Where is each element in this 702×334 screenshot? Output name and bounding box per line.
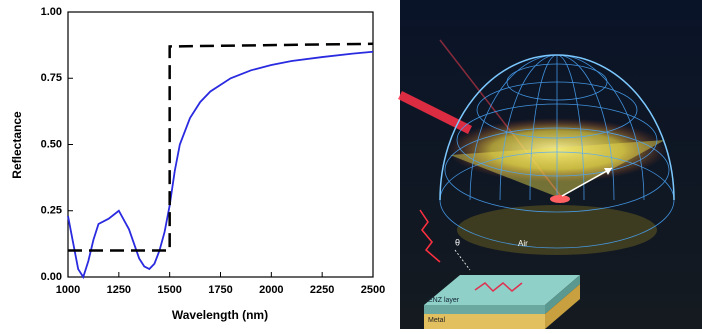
hot-spot — [550, 195, 570, 203]
dome-outline — [439, 54, 675, 201]
lower-glow — [457, 205, 657, 255]
incident-beam — [397, 90, 473, 135]
x-tick-label: 2500 — [361, 284, 385, 296]
normal-line — [454, 249, 471, 271]
x-tick-label: 1500 — [157, 284, 181, 296]
enz-layer-edge — [545, 275, 580, 314]
angle-label: θ — [455, 237, 460, 247]
surface-wave — [474, 282, 523, 293]
arrow-head — [604, 168, 612, 175]
x-tick-label: 2000 — [259, 284, 283, 296]
enz-layer — [424, 275, 580, 305]
enz-layer-side — [424, 305, 545, 314]
y-tick-label: 0.25 — [41, 205, 62, 217]
x-tick-label: 1000 — [56, 284, 80, 296]
metal-label: Metal — [428, 317, 446, 324]
series-line — [67, 50, 374, 280]
metal-layer-edge — [545, 284, 580, 329]
chart: Wavelength (nm) Reflectance 0.00 0.25 0.50… — [10, 6, 385, 322]
x-axis-label: Wavelength (nm) — [172, 308, 268, 322]
metal-layer — [424, 314, 545, 329]
illustration: Air θ ENZ layer Metal — [397, 0, 702, 329]
x-tick-label: 1750 — [208, 284, 232, 296]
y-tick-label: 0.00 — [41, 271, 62, 283]
plot-frame — [67, 11, 374, 278]
y-tick-label: 0.50 — [41, 138, 62, 150]
enz-label: ENZ layer — [428, 297, 460, 304]
series-line — [68, 42, 374, 252]
y-axis-label: Reflectance — [10, 111, 24, 179]
y-tick-label: 1.00 — [41, 6, 62, 18]
y-tick-label: 0.75 — [41, 72, 62, 84]
x-tick-label: 2250 — [310, 284, 334, 296]
x-tick-label: 1250 — [107, 284, 131, 296]
surface-wave-in — [419, 209, 441, 263]
air-label: Air — [518, 239, 528, 248]
emission-arrow — [561, 167, 613, 197]
